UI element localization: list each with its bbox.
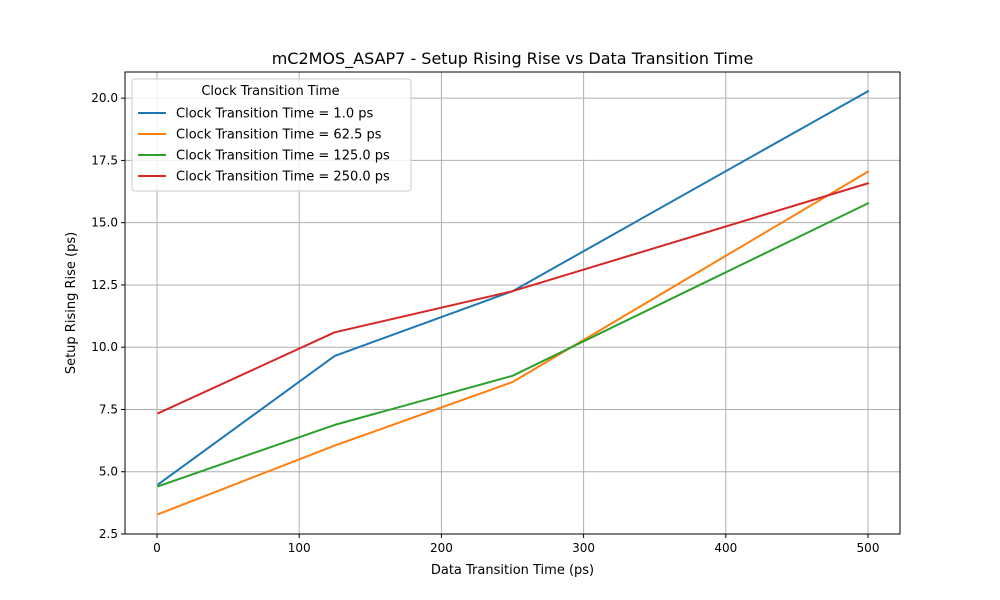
y-axis-label: Setup Rising Rise (ps)	[64, 232, 79, 374]
series-line	[157, 182, 870, 415]
x-tick-label: 400	[714, 541, 737, 555]
y-tick-label: 17.5	[91, 153, 118, 167]
plot-frame	[124, 71, 901, 535]
legend-label: Clock Transition Time = 125.0 ps	[176, 149, 390, 164]
y-tick-label: 2.5	[99, 527, 118, 541]
x-tick-label: 300	[572, 541, 595, 555]
series-line	[157, 89, 870, 486]
x-tick-label: 100	[288, 541, 311, 555]
legend-label: Clock Transition Time = 250.0 ps	[176, 170, 390, 185]
legend-box	[131, 78, 412, 192]
grid-layer	[125, 72, 900, 535]
series-layer	[157, 89, 870, 516]
legend: Clock Transition Time Clock Transition T…	[131, 78, 412, 192]
chart-title: mC2MOS_ASAP7 - Setup Rising Rise vs Data…	[272, 49, 754, 69]
legend-label: Clock Transition Time = 1.0 ps	[176, 107, 373, 122]
y-tick-label: 15.0	[91, 216, 118, 230]
y-tick-label: 7.5	[99, 402, 118, 416]
series-line	[157, 201, 870, 488]
x-tick-label: 0	[153, 541, 161, 555]
legend-entries: Clock Transition Time = 1.0 ps Clock Tran…	[138, 107, 390, 185]
legend-label: Clock Transition Time = 62.5 ps	[176, 128, 382, 143]
x-tick-label: 500	[857, 541, 880, 555]
ticks-layer: 0 100 200 300 400 500 2.5 5.0 7.5 10.0 12.5 15.0 17.…	[91, 91, 879, 555]
series-line	[157, 170, 870, 516]
y-tick-label: 10.0	[91, 340, 118, 354]
x-tick-label: 200	[430, 541, 453, 555]
y-tick-label: 12.5	[91, 278, 118, 292]
x-axis-label: Data Transition Time (ps)	[431, 563, 594, 578]
legend-title: Clock Transition Time	[201, 84, 339, 99]
y-tick-label: 5.0	[99, 465, 118, 479]
y-tick-label: 20.0	[91, 91, 118, 105]
